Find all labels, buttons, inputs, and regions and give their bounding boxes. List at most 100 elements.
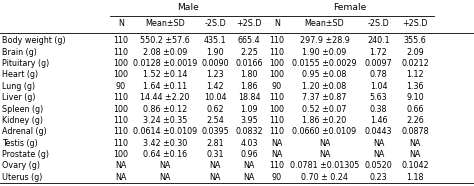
Text: N: N	[118, 20, 124, 28]
Text: 2.26: 2.26	[406, 116, 424, 125]
Text: 110: 110	[113, 127, 128, 136]
Text: 1.20 ±0.08: 1.20 ±0.08	[302, 82, 346, 91]
Text: 110: 110	[270, 161, 284, 170]
Text: NA: NA	[319, 139, 330, 148]
Text: 110: 110	[113, 139, 128, 148]
Text: NA: NA	[373, 139, 384, 148]
Text: 2.81: 2.81	[206, 139, 224, 148]
Text: Brain (g): Brain (g)	[2, 48, 37, 57]
Text: NA: NA	[159, 161, 171, 170]
Text: 1.46: 1.46	[370, 116, 387, 125]
Text: 110: 110	[270, 48, 284, 57]
Text: NA: NA	[319, 150, 330, 159]
Text: 100: 100	[113, 59, 128, 68]
Text: 0.0166: 0.0166	[235, 59, 263, 68]
Text: 110: 110	[270, 127, 284, 136]
Text: Mean±SD: Mean±SD	[305, 20, 345, 28]
Text: 0.0520: 0.0520	[365, 161, 392, 170]
Text: NA: NA	[243, 173, 255, 182]
Text: 100: 100	[270, 105, 284, 113]
Text: 110: 110	[270, 116, 284, 125]
Text: Liver (g): Liver (g)	[2, 93, 36, 102]
Text: +2S.D: +2S.D	[402, 20, 428, 28]
Text: 7.37 ±0.87: 7.37 ±0.87	[302, 93, 347, 102]
Text: 3.42 ±0.30: 3.42 ±0.30	[143, 139, 187, 148]
Text: 0.96: 0.96	[240, 150, 258, 159]
Text: 110: 110	[113, 36, 128, 45]
Text: 1.36: 1.36	[406, 82, 424, 91]
Text: 100: 100	[113, 150, 128, 159]
Text: 0.1042: 0.1042	[401, 161, 429, 170]
Text: 90: 90	[272, 173, 282, 182]
Text: 1.12: 1.12	[406, 70, 424, 79]
Text: 0.0878: 0.0878	[401, 127, 429, 136]
Text: Testis (g): Testis (g)	[2, 139, 38, 148]
Text: NA: NA	[410, 139, 421, 148]
Text: 0.0395: 0.0395	[201, 127, 229, 136]
Text: Body weight (g): Body weight (g)	[2, 36, 65, 45]
Text: 0.0097: 0.0097	[365, 59, 392, 68]
Text: 0.0781 ±0.01305: 0.0781 ±0.01305	[290, 161, 359, 170]
Text: -2S.D: -2S.D	[368, 20, 389, 28]
Text: 100: 100	[270, 59, 284, 68]
Text: Mean±SD: Mean±SD	[145, 20, 185, 28]
Text: 297.9 ±28.9: 297.9 ±28.9	[300, 36, 349, 45]
Text: NA: NA	[271, 139, 283, 148]
Text: Adrenal (g): Adrenal (g)	[2, 127, 47, 136]
Text: 0.66: 0.66	[406, 105, 424, 113]
Text: 3.95: 3.95	[240, 116, 258, 125]
Text: 1.52 ±0.14: 1.52 ±0.14	[143, 70, 187, 79]
Text: 110: 110	[113, 48, 128, 57]
Text: 4.03: 4.03	[240, 139, 258, 148]
Text: -2S.D: -2S.D	[204, 20, 226, 28]
Text: 0.0614 ±0.0109: 0.0614 ±0.0109	[133, 127, 197, 136]
Text: 18.84: 18.84	[238, 93, 260, 102]
Text: 1.86 ±0.20: 1.86 ±0.20	[302, 116, 346, 125]
Text: 2.25: 2.25	[240, 48, 258, 57]
Text: N: N	[274, 20, 280, 28]
Text: 240.1: 240.1	[367, 36, 390, 45]
Text: 1.23: 1.23	[206, 70, 224, 79]
Text: Female: Female	[333, 4, 366, 12]
Text: 0.78: 0.78	[370, 70, 387, 79]
Text: 100: 100	[270, 70, 284, 79]
Text: Lung (g): Lung (g)	[2, 82, 35, 91]
Text: 100: 100	[113, 105, 128, 113]
Text: NA: NA	[271, 150, 283, 159]
Text: 0.0832: 0.0832	[235, 127, 263, 136]
Text: NA: NA	[210, 173, 221, 182]
Text: Spleen (g): Spleen (g)	[2, 105, 43, 113]
Text: 0.0090: 0.0090	[201, 59, 229, 68]
Text: NA: NA	[115, 161, 127, 170]
Text: 0.52 ±0.07: 0.52 ±0.07	[302, 105, 347, 113]
Text: 100: 100	[113, 70, 128, 79]
Text: 435.1: 435.1	[204, 36, 226, 45]
Text: Pituitary (g): Pituitary (g)	[2, 59, 49, 68]
Text: 1.18: 1.18	[406, 173, 424, 182]
Text: 1.80: 1.80	[240, 70, 258, 79]
Text: 0.31: 0.31	[206, 150, 224, 159]
Text: Ovary (g): Ovary (g)	[2, 161, 40, 170]
Text: 0.0660 ±0.0109: 0.0660 ±0.0109	[292, 127, 356, 136]
Text: 355.6: 355.6	[404, 36, 427, 45]
Text: 110: 110	[113, 93, 128, 102]
Text: 1.90 ±0.09: 1.90 ±0.09	[302, 48, 346, 57]
Text: 0.86 ±0.12: 0.86 ±0.12	[143, 105, 187, 113]
Text: +2S.D: +2S.D	[236, 20, 262, 28]
Text: 0.62: 0.62	[206, 105, 224, 113]
Text: 0.70 ± 0.24: 0.70 ± 0.24	[301, 173, 348, 182]
Text: 1.90: 1.90	[206, 48, 224, 57]
Text: Prostate (g): Prostate (g)	[2, 150, 49, 159]
Text: 665.4: 665.4	[237, 36, 260, 45]
Text: NA: NA	[373, 150, 384, 159]
Text: 1.09: 1.09	[240, 105, 258, 113]
Text: NA: NA	[115, 173, 127, 182]
Text: 0.38: 0.38	[370, 105, 387, 113]
Text: 90: 90	[272, 82, 282, 91]
Text: 110: 110	[270, 93, 284, 102]
Text: 0.0443: 0.0443	[365, 127, 392, 136]
Text: Kidney (g): Kidney (g)	[2, 116, 43, 125]
Text: 2.09: 2.09	[406, 48, 424, 57]
Text: 550.2 ±57.6: 550.2 ±57.6	[140, 36, 190, 45]
Text: 0.0128 ±0.0019: 0.0128 ±0.0019	[133, 59, 197, 68]
